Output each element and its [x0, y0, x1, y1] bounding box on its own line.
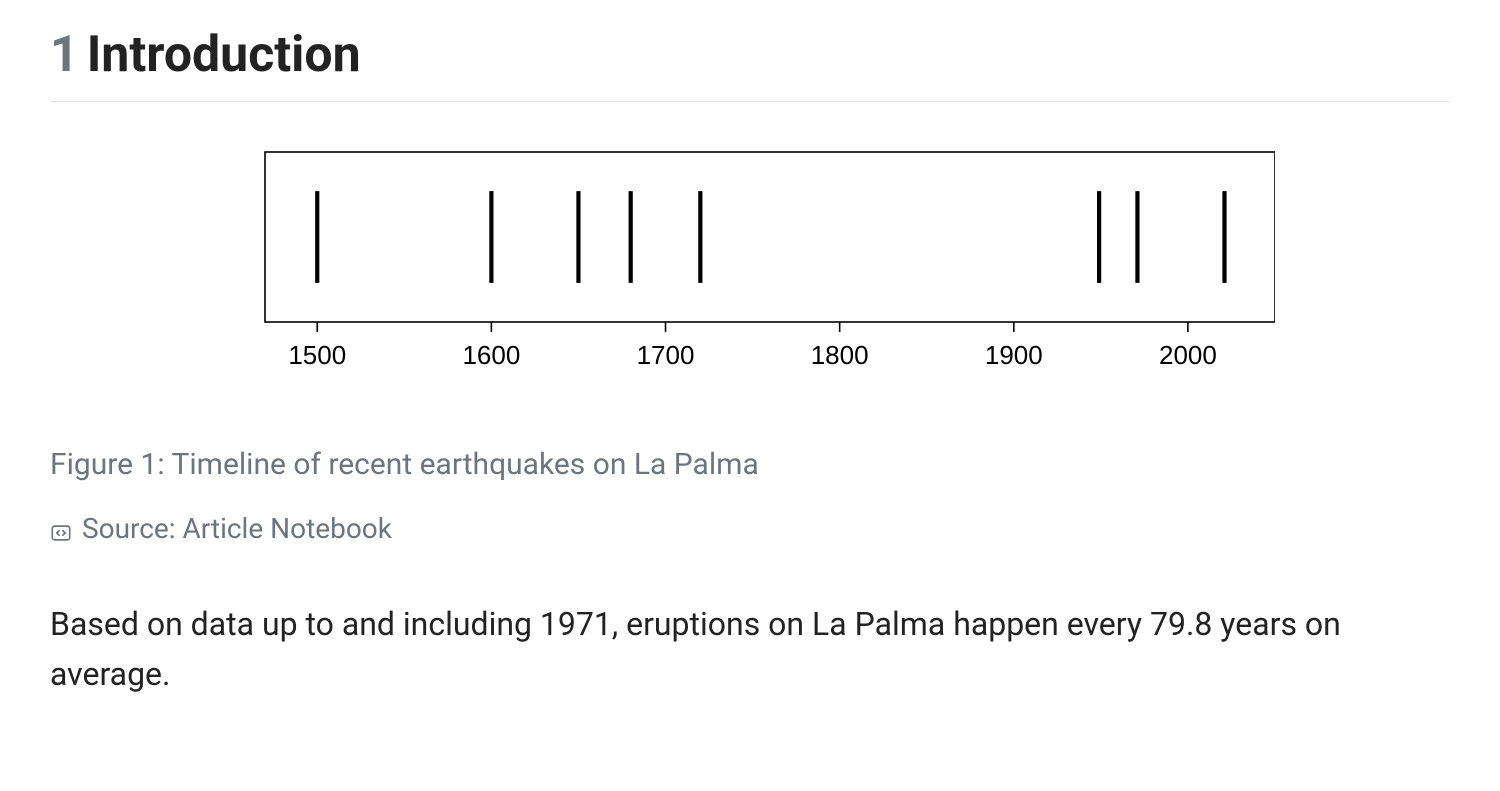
section-title: Introduction — [87, 26, 361, 84]
section-heading: 1Introduction — [50, 28, 1450, 102]
axis-tick-label: 1500 — [288, 340, 346, 370]
axis-tick-label: 1700 — [637, 340, 695, 370]
code-icon — [50, 518, 72, 540]
axis-tick-label: 1600 — [462, 340, 520, 370]
body-paragraph: Based on data up to and including 1971, … — [50, 600, 1350, 699]
figure-container: 1500 1600 1700 1800 1900 2000 — [50, 142, 1450, 402]
figure-source-label: Source: Article Notebook — [82, 512, 392, 545]
axis-tick-label: 1800 — [811, 340, 869, 370]
figure-caption: Figure 1: Timeline of recent earthquakes… — [50, 447, 1450, 482]
timeline-chart: 1500 1600 1700 1800 1900 2000 — [225, 142, 1275, 402]
axis-tick-label: 1900 — [985, 340, 1043, 370]
axis-tick-label: 2000 — [1159, 340, 1217, 370]
figure-source[interactable]: Source: Article Notebook — [50, 512, 1450, 545]
section-number: 1 — [50, 26, 79, 84]
